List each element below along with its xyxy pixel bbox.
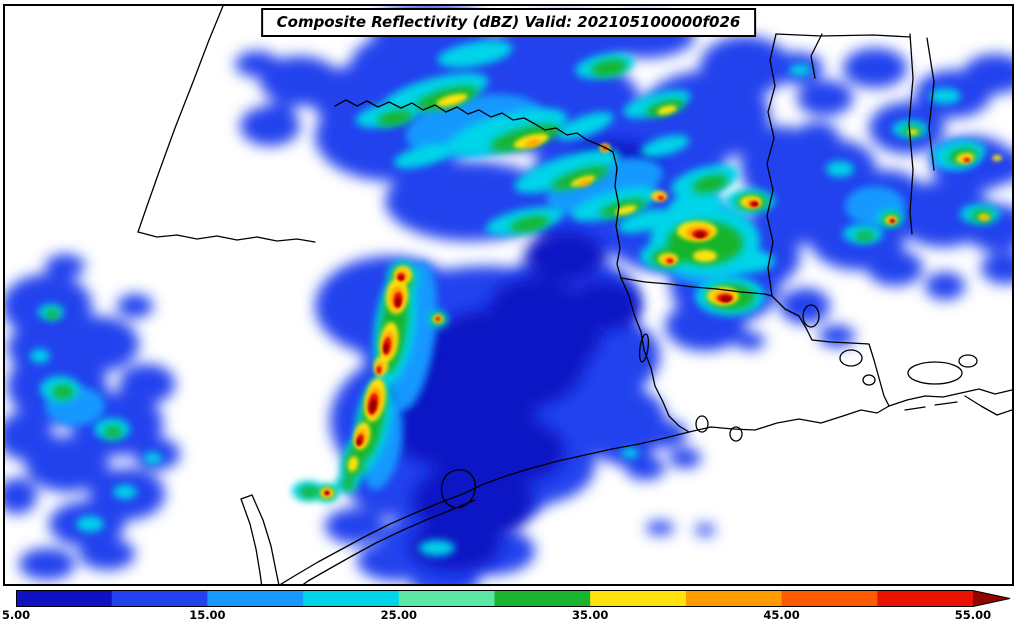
border-top-left-diagonal [137,6,224,233]
ms-tn-border [775,33,911,38]
barrier-island [302,499,476,584]
toledo-bend-reservoir [638,333,650,363]
lake-1 [802,304,820,328]
mississippi-river-border [766,33,777,297]
galveston-bay [440,469,476,509]
top-right-short-border [810,33,823,79]
title-box: Composite Reflectivity (dBZ) Valid: 2021… [260,8,757,37]
laguna-madre-inner-shore [240,494,263,584]
lake-maurepas [958,354,978,368]
colorbar-segment [207,590,304,607]
colorbar-segment [781,590,878,607]
colorbar-tick-label: 35.00 [571,608,609,622]
coastal-islands [904,401,958,411]
colorbar-segment [877,590,974,607]
calcasieu-lake [729,426,743,442]
colorbar-segment [398,590,495,607]
colorbar-segment [494,590,591,607]
map-boundaries [137,6,1012,584]
colorbar-tick-label: 15.00 [189,608,226,622]
colorbar-segment [590,590,687,607]
red-river-tx-ok-border [334,99,614,153]
colorbar-overflow-arrow [973,590,1010,607]
colorbar-tick-label: 25.00 [380,608,417,622]
laguna-madre-island [251,494,280,584]
ms-gulf-coastline [888,388,1012,407]
colorbar-tick-label: 55.00 [954,608,992,622]
colorbar-segment [685,590,783,607]
border-top-left-horizontal [137,231,316,243]
colorbar-tick-label: 45.00 [763,608,800,622]
ar-la-border [620,277,773,297]
radar-echoes-55plus-dbz [325,202,895,495]
la-ms-border [771,295,890,407]
sabine-lake [695,415,709,433]
al-river-line [926,37,935,171]
louisiana-coastline [688,405,890,433]
colorbar-segment [303,590,400,607]
colorbar-segment [111,590,208,607]
map-frame: Composite Reflectivity (dBZ) Valid: 2021… [3,4,1014,586]
colorbar [16,590,1011,607]
lake-pontchartrain [907,361,963,385]
mississippi-delta [964,395,1012,416]
colorbar-tick-label: 5.00 [1,608,31,622]
radar-map [5,6,1012,584]
lake-2 [839,349,863,367]
radar-echoes-20-25dbz [30,40,1000,556]
colorbar-outline [16,590,1011,607]
plot-title: Composite Reflectivity (dBZ) Valid: 2021… [276,13,741,31]
tx-ar-border [612,151,622,279]
tx-la-sabine-border [620,277,690,433]
ms-al-border [908,33,914,235]
colorbar-segment [16,590,113,607]
texas-coastline [280,431,690,584]
lake-3 [862,374,876,386]
